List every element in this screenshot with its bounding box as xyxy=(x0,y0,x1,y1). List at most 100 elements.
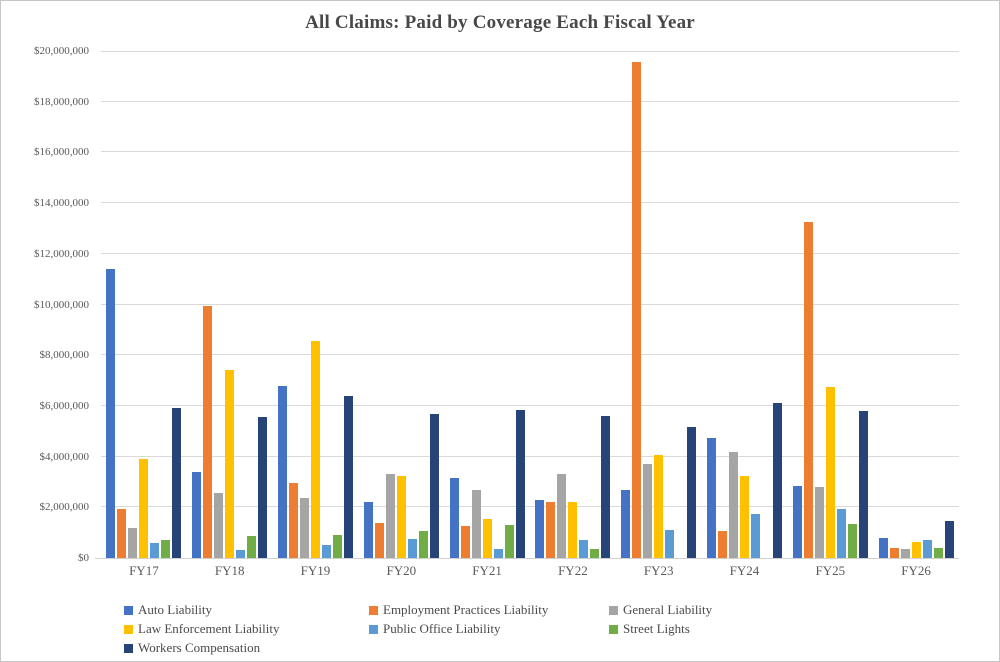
bar xyxy=(288,483,298,558)
bar xyxy=(535,500,545,558)
legend-marker-icon xyxy=(609,605,618,615)
bar xyxy=(706,438,716,558)
chart-title: All Claims: Paid by Coverage Each Fiscal… xyxy=(305,12,695,33)
bar xyxy=(504,525,514,558)
bar xyxy=(889,548,899,558)
y-tick-label: $12,000,000 xyxy=(34,247,89,260)
legend-item: Law Enforcement Liability xyxy=(124,621,369,637)
bar xyxy=(363,502,373,558)
legend-marker-icon xyxy=(369,605,378,615)
y-tick-label: $14,000,000 xyxy=(34,197,89,210)
legend-item: Employment Practices Liability xyxy=(369,602,609,618)
bar xyxy=(792,486,802,558)
bar xyxy=(665,530,675,558)
bar-group-fy22 xyxy=(530,51,616,558)
bar xyxy=(557,474,567,558)
bar xyxy=(621,490,631,558)
bar xyxy=(161,540,171,558)
bar xyxy=(429,414,439,558)
bar-group-fy20 xyxy=(358,51,444,558)
bar xyxy=(847,524,857,558)
bar xyxy=(632,62,642,558)
bar xyxy=(515,410,525,558)
bar xyxy=(299,498,309,558)
legend-label: Auto Liability xyxy=(138,602,213,617)
legend-label: Street Lights xyxy=(623,621,690,636)
legend-label: Workers Compensation xyxy=(138,640,261,655)
bar xyxy=(172,408,182,558)
x-tick-label: FY17 xyxy=(129,563,159,578)
x-axis-line xyxy=(95,558,959,559)
gridline xyxy=(101,303,959,305)
gridline xyxy=(101,506,959,508)
bar xyxy=(944,521,954,558)
x-tick-label: FY26 xyxy=(901,563,931,578)
gridline xyxy=(101,100,959,102)
bar xyxy=(825,387,835,558)
bar xyxy=(214,493,224,558)
y-tick-label: $0 xyxy=(78,552,89,564)
y-tick-label: $6,000,000 xyxy=(39,399,90,412)
plot-area xyxy=(95,51,959,559)
bar xyxy=(579,540,589,558)
legend-marker-icon xyxy=(124,624,133,634)
bar xyxy=(396,476,406,558)
bar xyxy=(911,542,921,558)
legend-item: Workers Compensation xyxy=(124,640,369,656)
bar xyxy=(482,519,492,558)
y-tick-label: $20,000,000 xyxy=(34,45,89,57)
bar xyxy=(858,411,868,558)
y-tick-label: $2,000,000 xyxy=(39,501,90,514)
x-tick-label: FY20 xyxy=(386,563,417,578)
gridline xyxy=(101,51,959,52)
y-tick-label: $18,000,000 xyxy=(34,95,89,108)
legend-label: General Liability xyxy=(623,602,713,617)
legend-label: Employment Practices Liability xyxy=(383,602,549,617)
y-tick-label: $10,000,000 xyxy=(34,298,89,311)
bar xyxy=(139,459,149,558)
bar xyxy=(192,472,202,558)
bar xyxy=(460,526,470,558)
bar xyxy=(321,545,331,558)
bar xyxy=(546,502,556,558)
legend-item: Public Office Liability xyxy=(369,621,609,637)
gridline xyxy=(101,202,959,204)
bar xyxy=(687,427,697,558)
legend-item: General Liability xyxy=(609,602,859,618)
bar xyxy=(385,474,395,558)
x-tick-label: FY22 xyxy=(558,563,588,578)
bar xyxy=(343,396,353,558)
bar-group-fy18 xyxy=(187,51,273,558)
y-tick-label: $4,000,000 xyxy=(39,450,90,463)
bar xyxy=(225,370,235,558)
gridline xyxy=(101,252,959,254)
bar xyxy=(568,502,578,558)
x-tick-label: FY24 xyxy=(729,563,760,578)
bar xyxy=(836,509,846,558)
x-tick-label: FY19 xyxy=(300,563,331,578)
x-tick-label: FY23 xyxy=(643,563,674,578)
bar-group-fy24 xyxy=(702,51,788,558)
bar xyxy=(643,464,653,558)
bar xyxy=(128,528,138,558)
bar xyxy=(717,531,727,558)
bar xyxy=(471,490,481,558)
bar xyxy=(772,403,782,558)
bar xyxy=(150,543,160,558)
y-tick-label: $16,000,000 xyxy=(34,146,89,159)
gridline xyxy=(101,404,959,406)
bar xyxy=(739,476,749,558)
bar xyxy=(493,549,503,558)
bar xyxy=(106,269,116,558)
bar xyxy=(900,549,910,558)
legend-label: Law Enforcement Liability xyxy=(138,621,280,636)
x-tick-label: FY25 xyxy=(815,563,846,578)
bar xyxy=(590,549,600,558)
gridline xyxy=(101,151,959,153)
bar-group-fy23 xyxy=(616,51,702,558)
bar xyxy=(332,535,342,558)
bar xyxy=(117,509,127,558)
bar xyxy=(374,523,384,558)
bar-group-fy21 xyxy=(444,51,530,558)
